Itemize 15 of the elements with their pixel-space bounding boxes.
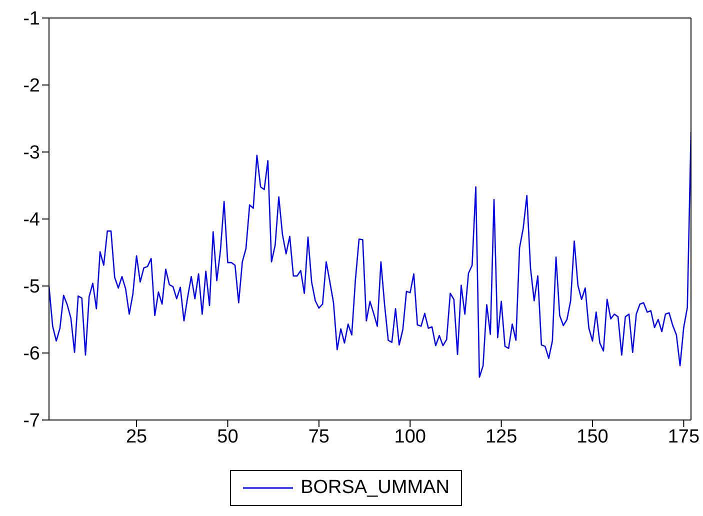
x-tick-label: 125 <box>485 426 518 448</box>
x-tick-label: 175 <box>668 426 700 448</box>
y-tick-label: -7 <box>23 410 40 432</box>
legend-label: BORSA_UMMAN <box>300 477 450 499</box>
y-tick-label: -2 <box>23 76 40 97</box>
x-tick-label: 50 <box>217 426 238 448</box>
x-tick-label: 25 <box>126 426 148 448</box>
y-tick-label: -3 <box>23 142 40 164</box>
y-tick-label: -1 <box>23 8 40 30</box>
y-tick-label: -5 <box>23 276 40 298</box>
x-tick-label: 150 <box>576 426 608 448</box>
x-tick-label: 100 <box>394 426 426 448</box>
y-tick-label: -4 <box>23 210 40 231</box>
y-tick-label: -6 <box>23 344 40 365</box>
x-tick-label: 75 <box>308 426 330 448</box>
